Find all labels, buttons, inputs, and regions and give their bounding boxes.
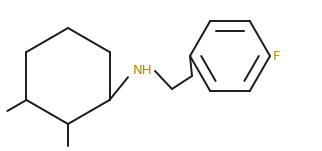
- Text: NH: NH: [133, 64, 153, 77]
- Text: F: F: [273, 50, 280, 63]
